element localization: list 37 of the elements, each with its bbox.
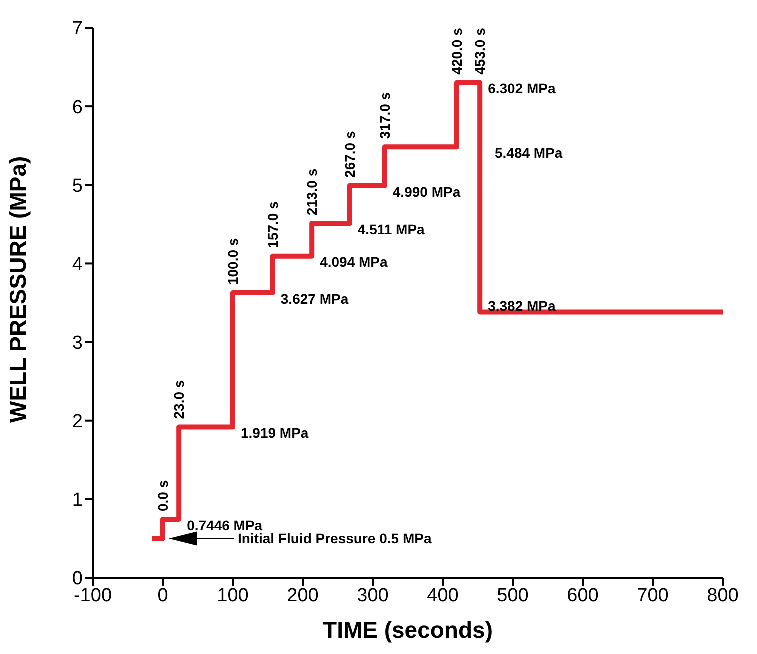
annotation: 1.919 MPa <box>241 425 309 442</box>
annotation: 213.0 s <box>304 168 320 216</box>
annotation: 4.990 MPa <box>392 184 461 200</box>
annotation: 453.0 s <box>472 28 488 75</box>
annotation: 0.0 s <box>154 480 171 512</box>
x-tick-label: 0 <box>158 585 168 606</box>
x-tick-label: 100 <box>217 585 249 606</box>
annotation: 4.094 MPa <box>320 254 388 270</box>
annotation: 0.7446 MPa <box>187 517 263 534</box>
y-tick-label: 4 <box>72 254 84 276</box>
annotation: 157.0 s <box>264 201 281 248</box>
x-tick-label: 500 <box>497 585 529 606</box>
y-axis-title: WELL PRESSURE (MPa) <box>5 156 32 423</box>
annotation: 420.0 s <box>448 28 465 75</box>
annotation: 3.627 MPa <box>280 290 349 307</box>
y-tick-label: 2 <box>72 412 83 433</box>
annotation: 6.302 MPa <box>488 80 556 97</box>
x-tick-label: 400 <box>427 585 459 606</box>
x-tick-label: 700 <box>637 585 669 606</box>
annotation: 5.484 MPa <box>495 145 563 162</box>
x-tick-label: 200 <box>287 585 319 606</box>
y-tick-label: 1 <box>72 490 83 512</box>
annotation: 23.0 s <box>171 380 187 420</box>
annotation: 4.511 MPa <box>358 221 426 238</box>
x-tick-label: 300 <box>357 585 389 606</box>
annotation: 3.382 MPa <box>488 298 556 314</box>
y-tick-label: 7 <box>72 18 83 40</box>
annotation: 100.0 s <box>224 238 241 286</box>
y-tick-label: 6 <box>72 97 83 118</box>
annotation: 317.0 s <box>376 92 393 140</box>
annotation: Initial Fluid Pressure 0.5 MPa <box>238 530 432 547</box>
annotation: 267.0 s <box>342 131 358 178</box>
y-tick-label: 5 <box>72 176 83 197</box>
x-axis-title: TIME (seconds) <box>323 617 493 643</box>
x-tick-label: 800 <box>707 585 739 606</box>
x-tick-label: 600 <box>567 585 599 606</box>
y-tick-label: 3 <box>72 333 83 354</box>
